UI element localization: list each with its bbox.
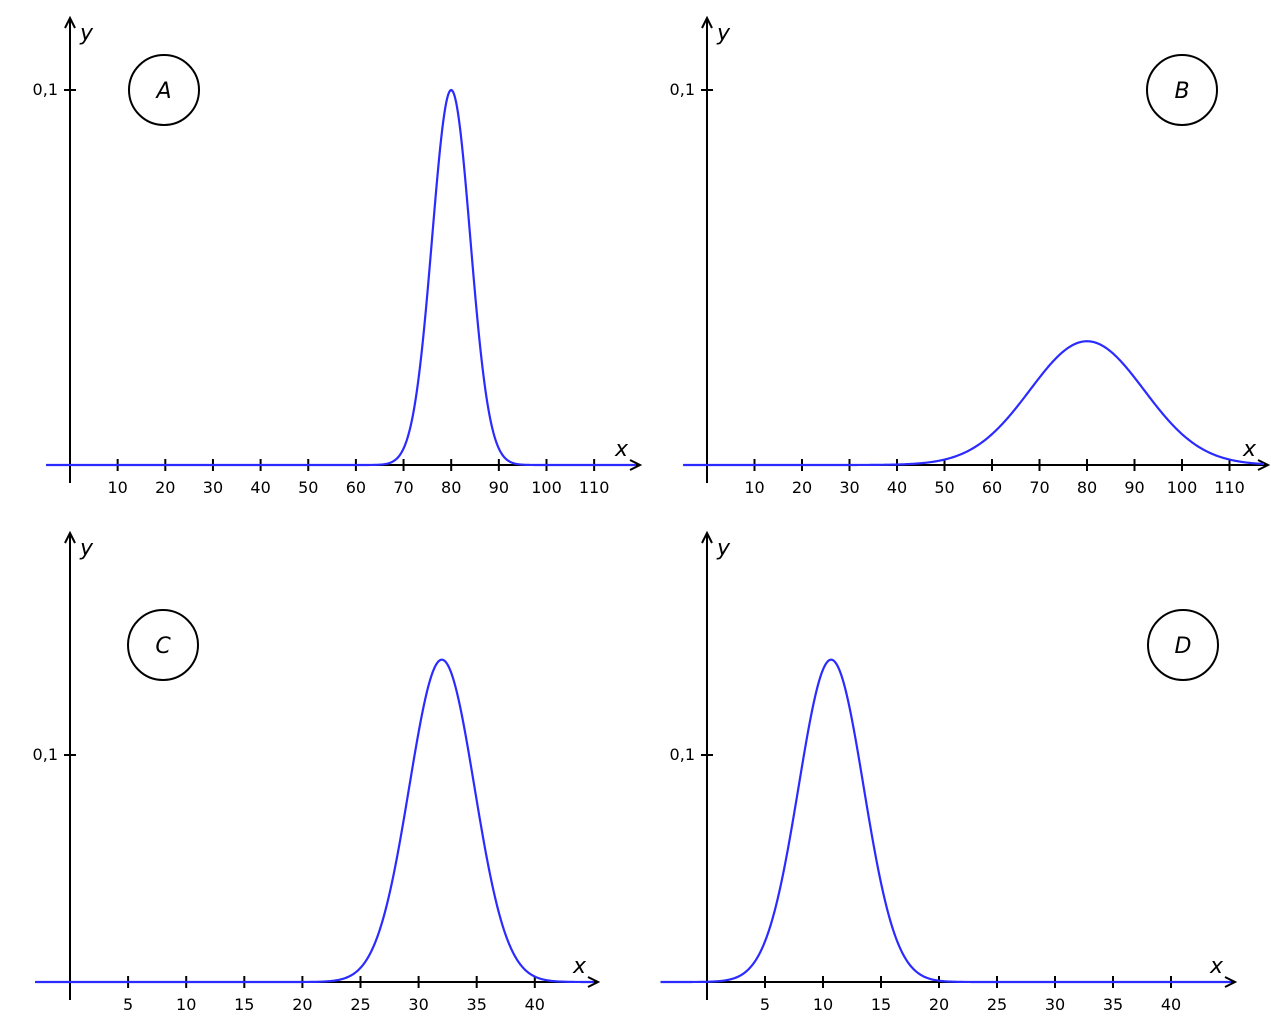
y-tick-label: 0,1 — [670, 80, 695, 99]
density-curve — [683, 340, 1265, 467]
x-axis-label: x — [572, 954, 587, 979]
x-tick-label: 40 — [525, 995, 545, 1014]
x-tick-label: 110 — [1214, 478, 1245, 497]
x-tick-label: 30 — [408, 995, 428, 1014]
x-axis-label: x — [1242, 437, 1257, 462]
x-tick-label: 25 — [987, 995, 1007, 1014]
x-tick-label: 20 — [792, 478, 812, 497]
x-tick-label: 40 — [887, 478, 907, 497]
x-tick-label: 20 — [292, 995, 312, 1014]
panel-badge-label: A — [154, 79, 171, 104]
y-axis-label: y — [716, 536, 731, 561]
x-tick-label: 50 — [298, 478, 318, 497]
panel-badge-label: C — [155, 634, 171, 659]
y-axis-arrow — [701, 15, 713, 29]
density-curve — [660, 658, 1231, 984]
x-tick-label: 35 — [1103, 995, 1123, 1014]
x-tick-label: 110 — [579, 478, 610, 497]
panel-a: x y 10 20 30 40 50 60 70 80 90 100 110 0,1 A — [33, 15, 643, 497]
x-tick-label: 100 — [1167, 478, 1198, 497]
x-tick-label: 10 — [107, 478, 127, 497]
panel-badge — [127, 609, 199, 681]
y-axis-label: y — [79, 21, 94, 46]
x-tick-label: 100 — [531, 478, 562, 497]
x-axis-label: x — [614, 437, 629, 462]
panel-badge — [1146, 54, 1218, 126]
y-tick-label: 0,1 — [33, 80, 58, 99]
x-axis-arrow — [629, 459, 643, 471]
panel-c: x y 5 10 15 20 25 30 35 40 0,1 C — [33, 530, 601, 1014]
panel-badge-label: B — [1174, 79, 1189, 104]
x-tick-label: 40 — [1161, 995, 1181, 1014]
x-tick-label: 10 — [813, 995, 833, 1014]
panel-b: x y 10 20 30 40 50 60 70 80 90 100 110 0,1 B — [670, 15, 1271, 497]
x-tick-label: 10 — [744, 478, 764, 497]
x-tick-label: 35 — [467, 995, 487, 1014]
y-tick-label: 0,1 — [670, 745, 695, 764]
x-tick-label: 80 — [1077, 478, 1097, 497]
x-tick-label: 90 — [1124, 478, 1144, 497]
x-tick-label: 20 — [929, 995, 949, 1014]
x-tick-label: 30 — [839, 478, 859, 497]
y-tick-label: 0,1 — [33, 745, 58, 764]
x-tick-label: 15 — [871, 995, 891, 1014]
x-tick-label: 50 — [934, 478, 954, 497]
x-axis-label: x — [1209, 954, 1224, 979]
x-tick-label: 5 — [123, 995, 133, 1014]
x-tick-label: 10 — [176, 995, 196, 1014]
x-tick-label: 90 — [489, 478, 509, 497]
y-axis-arrow — [64, 15, 76, 29]
panel-badge — [128, 54, 200, 126]
x-tick-label: 30 — [1045, 995, 1065, 1014]
panel-d: x y 5 10 15 20 25 30 35 40 0,1 D — [660, 530, 1238, 1014]
x-tick-label: 40 — [250, 478, 270, 497]
x-axis-arrow — [587, 976, 601, 988]
panel-badge-label: D — [1175, 634, 1192, 659]
x-tick-label: 80 — [441, 478, 461, 497]
x-tick-label: 30 — [203, 478, 223, 497]
x-tick-label: 20 — [155, 478, 175, 497]
y-axis-label: y — [79, 536, 94, 561]
x-tick-label: 15 — [234, 995, 254, 1014]
x-tick-label: 60 — [346, 478, 366, 497]
y-axis-arrow — [701, 530, 713, 544]
x-tick-label: 5 — [760, 995, 770, 1014]
x-tick-label: 60 — [982, 478, 1002, 497]
density-curve — [35, 658, 594, 984]
density-curve — [46, 88, 636, 467]
panel-badge — [1147, 609, 1219, 681]
y-axis-arrow — [64, 530, 76, 544]
x-tick-label: 70 — [393, 478, 413, 497]
x-axis-arrow — [1257, 459, 1271, 471]
x-tick-label: 70 — [1029, 478, 1049, 497]
y-axis-label: y — [716, 21, 731, 46]
x-axis-arrow — [1224, 976, 1238, 988]
x-tick-label: 25 — [350, 995, 370, 1014]
